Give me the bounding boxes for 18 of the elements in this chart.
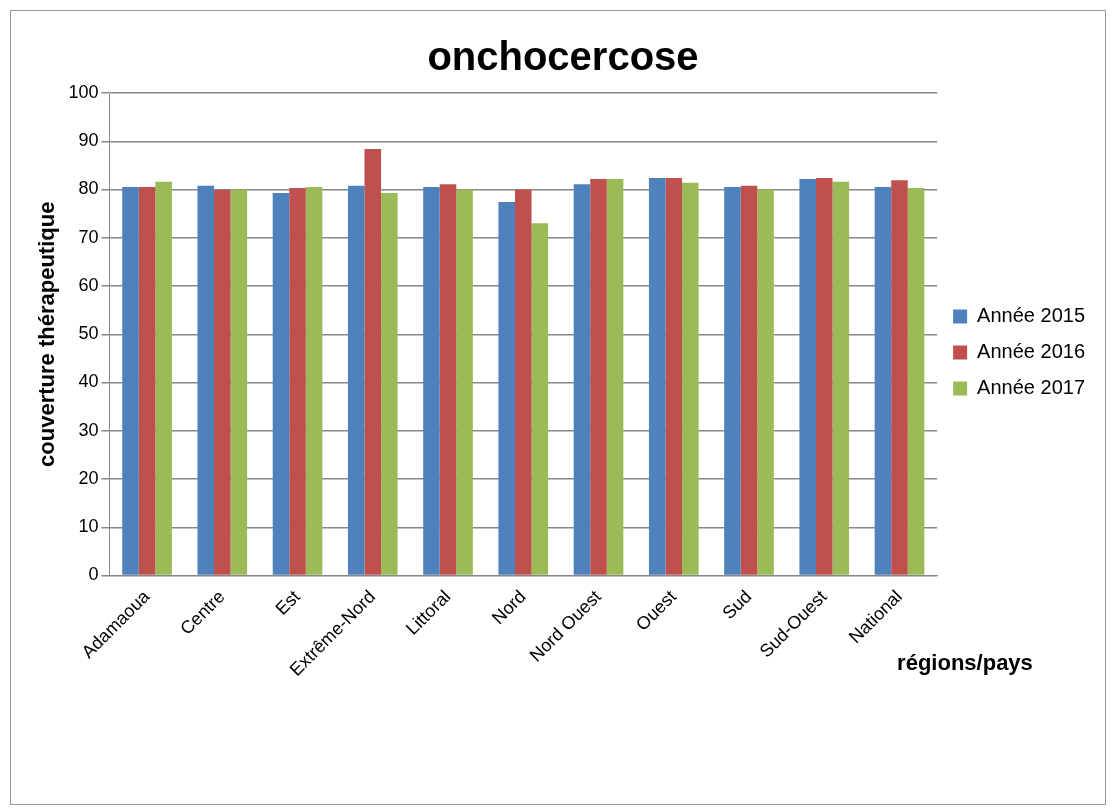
y-tick-label: 70 bbox=[78, 226, 99, 247]
y-tick-label: 60 bbox=[78, 274, 99, 295]
x-axis-title: régions/pays bbox=[897, 649, 1033, 675]
chart-title: onchocercose bbox=[427, 34, 699, 79]
y-axis-title: couverture thérapeutique bbox=[34, 201, 60, 467]
y-tick-label: 40 bbox=[78, 371, 99, 392]
y-tick-label: 20 bbox=[78, 467, 99, 488]
y-tick-label: 10 bbox=[78, 516, 99, 537]
legend-label: Année 2017 bbox=[977, 376, 1086, 399]
y-tick-label: 50 bbox=[78, 323, 99, 344]
y-tick-label: 100 bbox=[68, 81, 99, 102]
x-tick-label: Sud bbox=[718, 586, 756, 624]
legend-label: Année 2016 bbox=[977, 340, 1086, 363]
y-tick-label: 80 bbox=[78, 178, 99, 199]
y-tick-label: 0 bbox=[88, 564, 99, 585]
y-tick-label: 90 bbox=[78, 130, 99, 151]
y-tick-label: 30 bbox=[78, 419, 99, 440]
legend-label: Année 2015 bbox=[977, 304, 1086, 327]
